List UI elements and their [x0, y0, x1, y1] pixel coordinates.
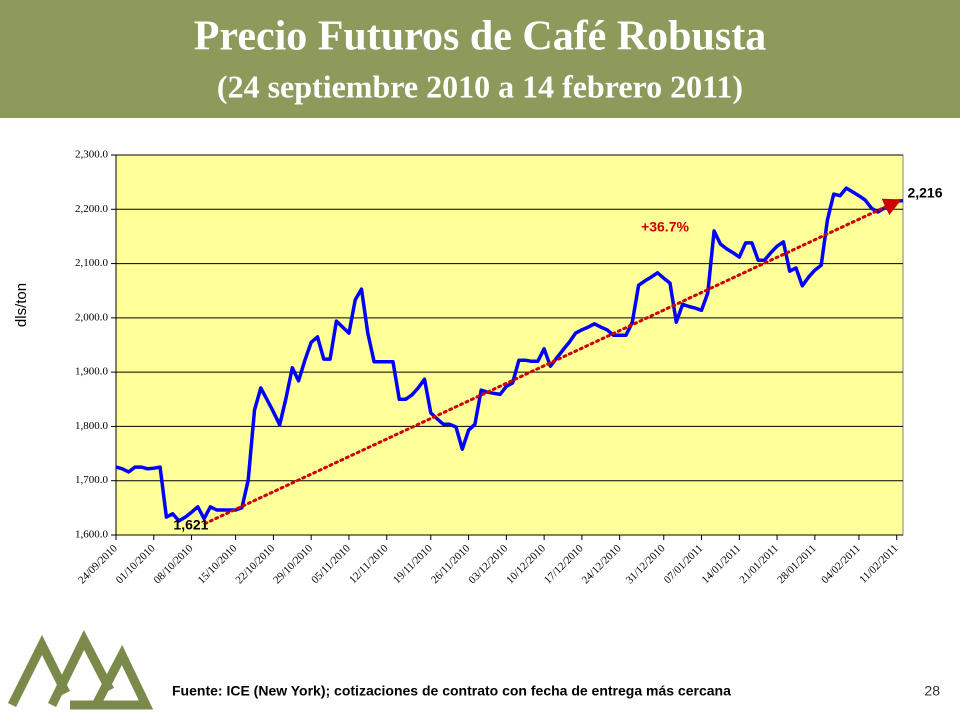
x-tick-label: 15/10/2010 — [196, 542, 240, 586]
x-tick-label: 01/10/2010 — [114, 542, 158, 586]
x-tick-label: 28/01/2011 — [775, 542, 819, 586]
logo-peak — [47, 630, 114, 707]
x-tick-label: 31/12/2010 — [624, 542, 668, 586]
page-number: 28 — [924, 683, 940, 699]
trend-end-label: 2,216 — [907, 184, 942, 200]
y-tick-label: 1,800.0 — [75, 420, 109, 432]
x-tick-label: 14/01/2011 — [700, 542, 744, 586]
logo-peak — [70, 644, 154, 710]
chart-subtitle: (24 septiembre 2010 a 14 febrero 2011) — [217, 68, 743, 104]
y-tick-label: 2,200.0 — [75, 203, 109, 215]
x-tick-label: 03/12/2010 — [466, 542, 510, 586]
title-banner — [0, 0, 960, 118]
x-tick-label: 11/02/2011 — [857, 542, 900, 585]
source-note: Fuente: ICE (New York); cotizaciones de … — [172, 683, 731, 699]
trend-label: +36.7% — [641, 219, 689, 235]
trend-arrow — [203, 198, 902, 526]
y-tick-label: 2,000.0 — [75, 311, 109, 323]
x-tick-label: 24/12/2010 — [580, 542, 624, 586]
x-tick-label: 12/11/2010 — [347, 542, 391, 586]
y-tick-label: 1,700.0 — [75, 474, 109, 486]
x-tick-label: 07/01/2011 — [662, 542, 706, 586]
x-tick-label: 24/09/2010 — [76, 542, 120, 586]
x-tick-label: 29/10/2010 — [271, 542, 315, 586]
x-tick-label: 08/10/2010 — [152, 542, 196, 586]
x-tick-label: 22/10/2010 — [233, 542, 277, 586]
x-tick-label: 10/12/2010 — [504, 542, 548, 586]
x-tick-label: 26/11/2010 — [429, 542, 473, 586]
y-axis-label: dls/ton — [13, 283, 30, 327]
chart-title: Precio Futuros de Café Robusta — [194, 14, 766, 60]
price-line — [115, 186, 904, 523]
x-tick-label: 21/01/2011 — [737, 542, 781, 586]
y-tick-label: 2,300.0 — [75, 149, 109, 161]
logo — [7, 630, 154, 710]
y-tick-label: 2,100.0 — [75, 257, 109, 269]
y-tick-label: 1,900.0 — [75, 366, 109, 378]
x-tick-label: 19/11/2010 — [391, 542, 435, 586]
trend-start-label: 1,621 — [173, 516, 208, 532]
plot-area — [115, 154, 904, 536]
x-tick-label: 04/02/2011 — [819, 542, 863, 586]
x-tick-label: 17/12/2010 — [542, 542, 586, 586]
y-tick-label: 1,600.0 — [75, 529, 109, 541]
logo-peak — [7, 634, 71, 708]
x-tick-label: 05/11/2010 — [309, 542, 353, 586]
